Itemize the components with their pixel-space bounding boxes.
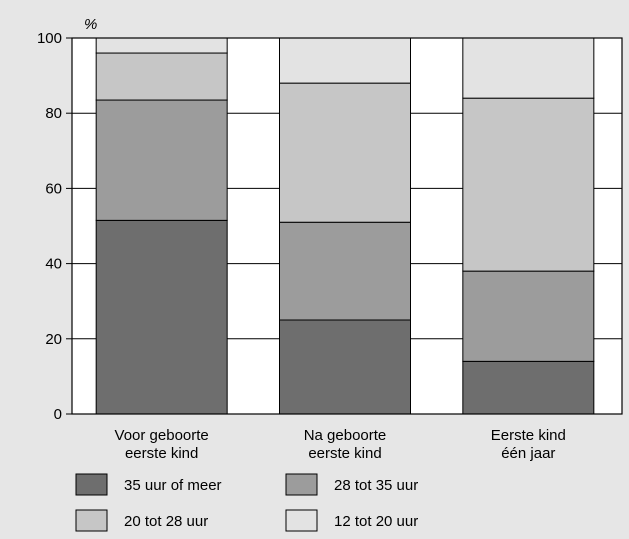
- y-axis-label: %: [84, 16, 97, 33]
- legend-label: 12 tot 20 uur: [334, 513, 418, 530]
- bar-segment: [95, 37, 228, 54]
- legend-label: 20 tot 28 uur: [124, 513, 208, 530]
- bar-segment: [279, 82, 411, 223]
- bar-segment: [95, 99, 228, 221]
- bar-segment: [279, 221, 411, 321]
- bar-segment: [462, 37, 595, 99]
- y-tick-label: 100: [37, 30, 62, 47]
- legend-label: 28 tot 35 uur: [334, 477, 418, 494]
- bar-segment: [462, 360, 595, 415]
- plot-frame: [71, 37, 623, 415]
- x-tick-label: Eerste kind: [491, 427, 566, 444]
- bar-segment: [95, 219, 228, 415]
- x-tick-label: Voor geboorte: [115, 427, 209, 444]
- bar-segment: [462, 97, 595, 272]
- legend: 35 uur of meer 28 tot 35 uur 20 tot 28 uur…: [75, 473, 418, 532]
- bar-segment: [279, 37, 411, 84]
- y-tick-label: 60: [45, 180, 62, 197]
- bar-segment: [279, 319, 411, 415]
- x-tick-label: eerste kind: [308, 445, 381, 462]
- y-tick-label: 20: [45, 331, 62, 348]
- bar-segment: [462, 270, 595, 362]
- x-tick-label: één jaar: [501, 445, 555, 462]
- legend-swatch: [285, 473, 318, 496]
- legend-label: 35 uur of meer: [124, 477, 222, 494]
- bar-segment: [95, 52, 228, 101]
- x-tick-label: eerste kind: [125, 445, 198, 462]
- legend-swatch: [75, 473, 108, 496]
- y-tick-label: 80: [45, 105, 62, 122]
- legend-swatch: [285, 509, 318, 532]
- legend-swatch: [75, 509, 108, 532]
- y-tick-label: 40: [45, 256, 62, 273]
- y-tick-label: 0: [54, 406, 62, 423]
- x-tick-label: Na geboorte: [304, 427, 387, 444]
